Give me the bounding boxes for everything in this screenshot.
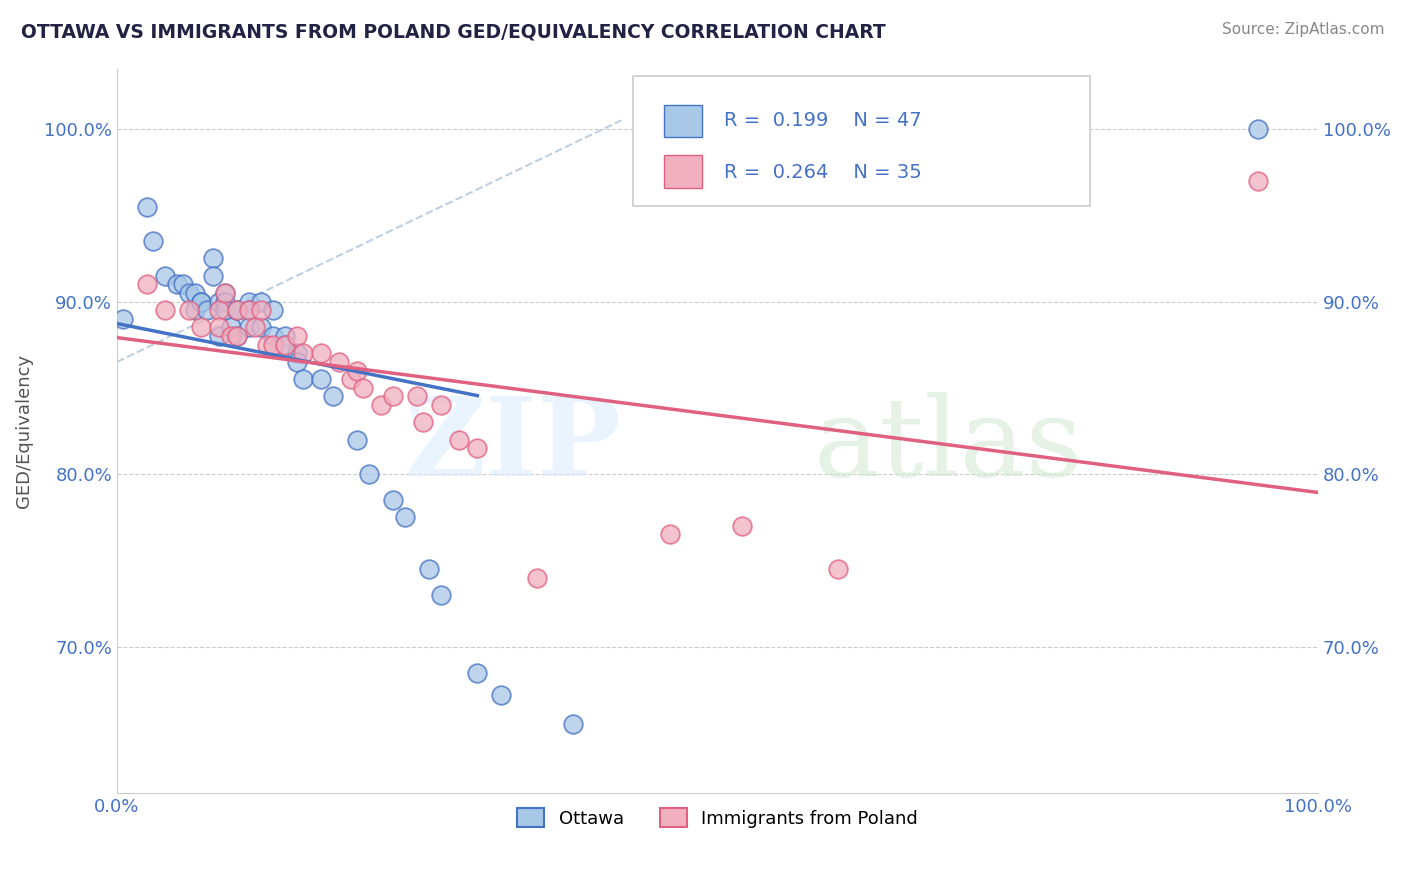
Point: [309, 372, 332, 386]
Point: [562, 717, 585, 731]
Point: [430, 588, 453, 602]
Point: [359, 467, 381, 481]
Point: [153, 268, 176, 283]
Text: R =  0.264    N = 35: R = 0.264 N = 35: [724, 162, 921, 182]
Point: [214, 303, 236, 318]
Point: [190, 294, 212, 309]
Y-axis label: GED/Equivalency: GED/Equivalency: [15, 354, 32, 508]
Point: [285, 355, 308, 369]
Point: [226, 303, 249, 318]
Point: [328, 355, 350, 369]
Point: [449, 433, 471, 447]
Point: [172, 277, 194, 292]
Point: [250, 294, 273, 309]
Point: [430, 398, 453, 412]
Point: [190, 294, 212, 309]
Point: [250, 320, 273, 334]
Point: [214, 285, 236, 300]
Point: [370, 398, 392, 412]
Point: [352, 381, 374, 395]
Point: [208, 303, 231, 318]
Point: [136, 277, 159, 292]
Point: [322, 389, 344, 403]
Point: [190, 320, 212, 334]
Point: [136, 200, 159, 214]
Point: [256, 337, 278, 351]
Point: [214, 294, 236, 309]
Point: [142, 234, 165, 248]
Point: [526, 571, 548, 585]
Point: [406, 389, 429, 403]
Point: [730, 519, 752, 533]
Point: [285, 346, 308, 360]
Point: [394, 510, 416, 524]
Point: [1247, 122, 1270, 136]
Point: [340, 372, 363, 386]
Text: ZIP: ZIP: [405, 392, 621, 499]
Point: [262, 303, 284, 318]
Point: [827, 562, 849, 576]
Point: [177, 285, 200, 300]
Text: OTTAWA VS IMMIGRANTS FROM POLAND GED/EQUIVALENCY CORRELATION CHART: OTTAWA VS IMMIGRANTS FROM POLAND GED/EQU…: [21, 22, 886, 41]
Point: [274, 329, 297, 343]
Point: [202, 268, 225, 283]
Point: [166, 277, 188, 292]
Point: [177, 303, 200, 318]
Point: [153, 303, 176, 318]
Point: [226, 329, 249, 343]
Point: [491, 688, 513, 702]
Point: [202, 252, 225, 266]
Point: [238, 294, 260, 309]
Point: [111, 311, 134, 326]
Legend: Ottawa, Immigrants from Poland: Ottawa, Immigrants from Poland: [510, 801, 925, 835]
Point: [274, 337, 297, 351]
Point: [226, 303, 249, 318]
Point: [418, 562, 440, 576]
Point: [226, 303, 249, 318]
Point: [274, 337, 297, 351]
Point: [292, 372, 315, 386]
Text: atlas: atlas: [814, 392, 1083, 499]
Point: [208, 294, 231, 309]
Text: R =  0.199    N = 47: R = 0.199 N = 47: [724, 112, 921, 130]
Point: [465, 441, 488, 455]
Text: Source: ZipAtlas.com: Source: ZipAtlas.com: [1222, 22, 1385, 37]
Point: [219, 329, 242, 343]
Point: [382, 492, 405, 507]
FancyBboxPatch shape: [664, 155, 702, 188]
Point: [219, 320, 242, 334]
Point: [214, 285, 236, 300]
Point: [382, 389, 405, 403]
Point: [465, 665, 488, 680]
Point: [292, 346, 315, 360]
Point: [184, 303, 207, 318]
Point: [208, 329, 231, 343]
Point: [285, 329, 308, 343]
Point: [1247, 174, 1270, 188]
FancyBboxPatch shape: [664, 104, 702, 137]
Point: [226, 329, 249, 343]
Point: [658, 527, 681, 541]
Point: [238, 303, 260, 318]
Point: [208, 320, 231, 334]
FancyBboxPatch shape: [634, 76, 1090, 206]
Point: [262, 337, 284, 351]
Point: [309, 346, 332, 360]
Point: [243, 320, 266, 334]
Point: [262, 329, 284, 343]
Point: [346, 363, 368, 377]
Point: [195, 303, 218, 318]
Point: [238, 320, 260, 334]
Point: [238, 303, 260, 318]
Point: [346, 433, 368, 447]
Point: [184, 285, 207, 300]
Point: [250, 303, 273, 318]
Point: [412, 415, 434, 429]
